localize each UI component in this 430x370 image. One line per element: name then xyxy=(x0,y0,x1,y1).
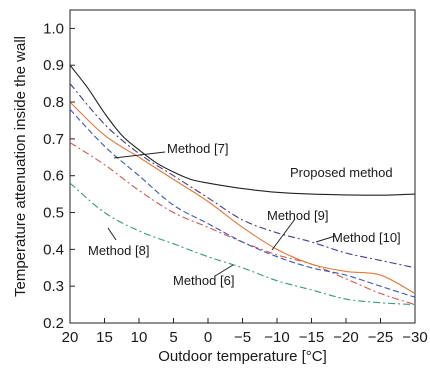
y-tick-label: 0.5 xyxy=(43,205,64,222)
x-tick-label: −5 xyxy=(234,329,251,346)
x-tick-label: −25 xyxy=(368,329,393,346)
x-axis: 20 15 10 5 0 −5 −10 −15 −20 −25 −30 xyxy=(62,318,428,346)
y-tick-label: 1.0 xyxy=(43,20,64,37)
y-tick-label: 0.6 xyxy=(43,168,64,185)
x-axis-label: Outdoor temperature [°C] xyxy=(158,348,327,365)
x-tick-label: −10 xyxy=(264,329,289,346)
series-line-method-10 xyxy=(69,83,416,269)
annotation-method-6: Method [6] xyxy=(173,273,234,288)
y-axis-label: Temperature attenuation inside the wall xyxy=(12,36,29,297)
series-line-method-9 xyxy=(69,109,416,298)
series-layer xyxy=(69,64,416,306)
annotation-method-8: Method [8] xyxy=(88,243,149,258)
annotation-method-7: Method [7] xyxy=(167,141,228,156)
x-tick-label: 0 xyxy=(204,329,212,346)
x-tick-label: −30 xyxy=(402,329,427,346)
annotation-method-9: Method [9] xyxy=(267,208,328,223)
x-tick-label: 10 xyxy=(131,329,148,346)
leader-method-7 xyxy=(113,151,166,159)
y-tick-label: 0.7 xyxy=(43,131,64,148)
y-tick-label: 0.3 xyxy=(43,278,64,295)
leader-method-6 xyxy=(214,264,234,277)
x-tick-label: −15 xyxy=(299,329,324,346)
y-tick-label: 0.4 xyxy=(43,241,64,258)
leader-method-10 xyxy=(315,235,336,243)
x-tick-label: 5 xyxy=(169,329,177,346)
annotation-proposed-method: Proposed method xyxy=(290,165,393,180)
series-line-proposed-method xyxy=(69,64,416,196)
y-tick-label: 0.9 xyxy=(43,57,64,74)
x-tick-label: 15 xyxy=(96,329,113,346)
annotation-method-10: Method [10] xyxy=(332,230,401,245)
x-tick-label: −20 xyxy=(333,329,358,346)
leader-method-9 xyxy=(271,218,296,251)
x-tick-label: 20 xyxy=(62,329,79,346)
y-axis: 0.2 0.3 0.4 0.5 0.6 0.7 0.8 0.9 1.0 xyxy=(43,20,75,332)
y-tick-label: 0.2 xyxy=(43,315,64,332)
annotations: Method [7] Proposed method Method [9] Me… xyxy=(88,141,401,288)
leader-method-8 xyxy=(107,227,117,241)
series-line-method-7 xyxy=(69,101,416,294)
y-tick-label: 0.8 xyxy=(43,94,64,111)
